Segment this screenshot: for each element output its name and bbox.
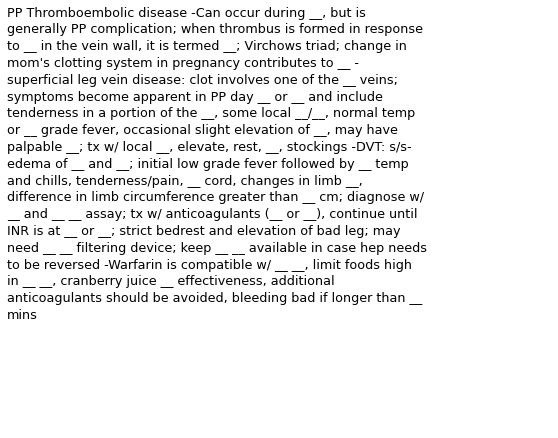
Text: PP Thromboembolic disease -Can occur during __, but is
generally PP complication: PP Thromboembolic disease -Can occur dur… — [7, 7, 427, 321]
